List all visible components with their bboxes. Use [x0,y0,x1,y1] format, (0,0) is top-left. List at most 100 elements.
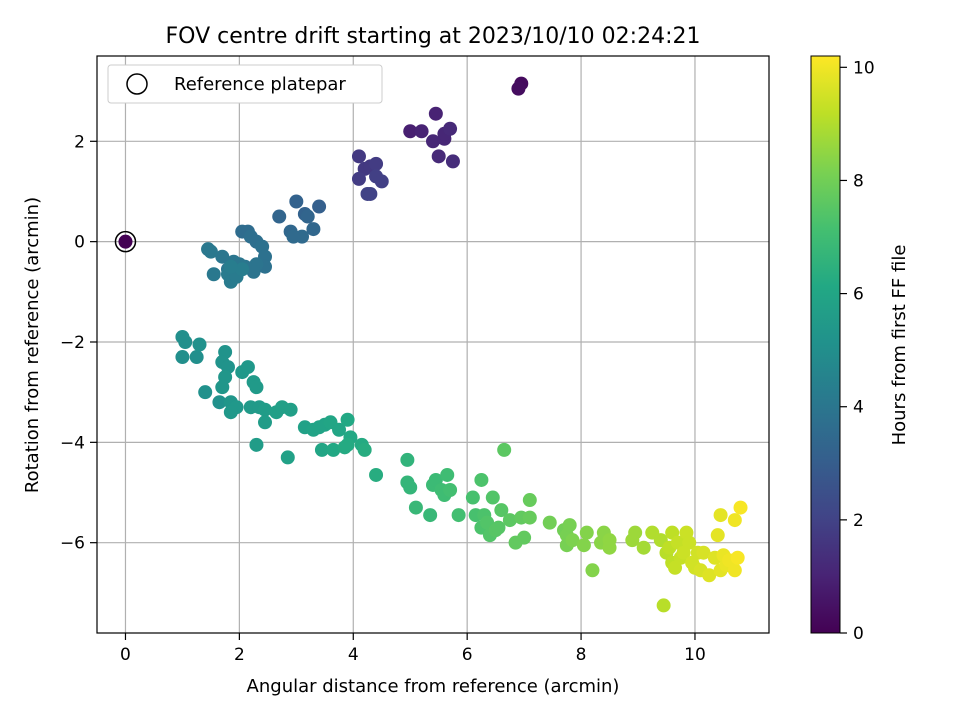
data-point [283,402,298,417]
data-point [240,360,255,375]
legend-marker-reference [126,73,148,95]
data-point [511,81,526,96]
data-point [710,528,725,543]
data-point [369,467,384,482]
y-tick-label: −2 [60,333,85,353]
x-tick-label: 6 [462,645,473,665]
data-point [522,493,537,508]
data-point [576,538,591,553]
chart-title: FOV centre drift starting at 2023/10/10 … [166,24,701,49]
data-point [579,525,594,540]
data-point [249,380,264,395]
data-point [494,503,509,518]
data-point [517,530,532,545]
data-point [175,350,190,365]
colorbar: 0 2 4 6 8 10 Hours from first FF file [810,55,910,644]
data-point [295,229,310,244]
data-point [423,508,438,523]
x-tick-label: 2 [234,645,245,665]
legend-entry-reference: Reference platepar [174,74,346,95]
data-point [192,337,207,352]
data-point [636,540,651,555]
data-point [730,550,745,565]
y-tick-label: −4 [60,433,85,453]
data-point [369,156,384,171]
x-tick-label: 0 [120,645,131,665]
data-point [403,124,418,139]
data-point [443,121,458,136]
data-point [363,186,378,201]
y-axis-ticks: −6 −4 −2 0 2 [60,132,97,554]
data-point [682,535,697,550]
data-point [258,415,272,430]
data-point [235,262,250,277]
data-point [522,510,537,525]
data-point [696,545,711,560]
data-point [542,515,557,530]
legend-box [107,64,383,104]
data-point [326,442,341,457]
data-point [565,533,580,548]
colorbar-tick-label: 2 [853,511,864,531]
data-point [215,249,230,264]
colorbar-label: Hours from first FF file [889,245,910,446]
data-point [223,259,238,274]
data-point [445,154,460,169]
colorbar-tick-label: 0 [853,624,864,644]
data-point [656,598,671,613]
data-point [198,385,213,400]
data-point [400,452,415,467]
data-point [357,442,372,457]
data-point [206,267,221,282]
data-point [474,472,489,487]
y-tick-label: 0 [74,233,85,253]
x-tick-label: 8 [576,645,587,665]
data-point [178,334,193,349]
data-point [272,209,287,224]
data-point [414,124,429,139]
data-point [562,518,577,533]
y-tick-label: 2 [74,132,85,152]
data-point [340,412,355,427]
data-point [201,242,216,257]
data-point [312,199,327,214]
data-point [212,395,227,410]
data-point [426,134,440,149]
data-point [306,222,321,237]
data-point [351,149,366,164]
x-tick-label: 10 [684,645,706,665]
data-point [408,500,423,515]
data-point [189,350,204,365]
data-point [351,171,366,186]
data-point [485,490,500,505]
data-point [300,209,315,224]
data-point [451,508,466,523]
data-point [258,402,272,417]
colorbar-tick-label: 8 [853,171,864,191]
data-point [602,540,617,555]
data-point [502,513,517,528]
data-point [428,106,443,121]
y-axis-label: Rotation from reference (arcmin) [22,197,43,493]
grid [97,56,769,633]
data-point [249,437,264,452]
data-point [702,568,717,583]
data-point [443,483,458,498]
data-point [289,194,304,209]
data-point [713,508,728,523]
data-point [223,405,238,420]
data-point [280,450,295,465]
colorbar-tick-label: 10 [853,58,875,78]
data-point [628,525,643,540]
plot-area-frame [96,55,770,634]
data-point [215,380,230,395]
colorbar-ticks: 0 2 4 6 8 10 [840,58,875,644]
data-point [374,174,389,189]
data-point [314,442,329,457]
data-point [585,563,600,578]
data-point [497,442,512,457]
colorbar-tick-label: 4 [853,398,864,418]
data-point [727,513,742,528]
data-point [118,234,133,249]
